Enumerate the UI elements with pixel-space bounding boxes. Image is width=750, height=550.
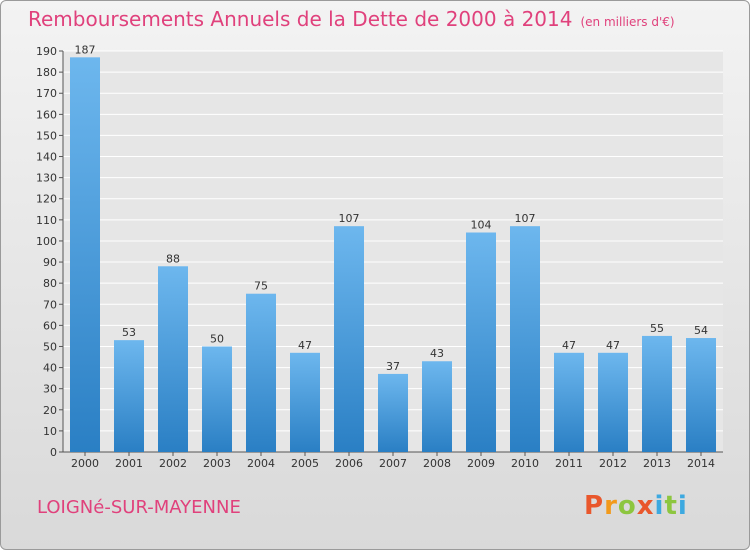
- x-tick-label: 2011: [555, 457, 583, 470]
- y-tick-label: 170: [36, 87, 57, 100]
- logo-letter: t: [664, 491, 678, 521]
- bar: [246, 293, 276, 452]
- bar: [598, 352, 628, 452]
- y-tick-label: 190: [36, 45, 57, 58]
- y-tick-label: 180: [36, 66, 57, 79]
- x-tick-label: 2007: [379, 457, 407, 470]
- bar: [686, 338, 716, 452]
- y-tick-label: 150: [36, 129, 57, 142]
- logo-letter: i: [654, 491, 665, 521]
- bar: [158, 266, 188, 452]
- bar: [202, 346, 232, 452]
- x-tick-label: 2014: [687, 457, 715, 470]
- bar-value-label: 107: [339, 212, 360, 225]
- logo-letter: P: [584, 491, 605, 521]
- bar-value-label: 50: [210, 332, 224, 345]
- x-tick-label: 2005: [291, 457, 319, 470]
- y-tick-label: 60: [43, 319, 57, 332]
- bar-value-label: 88: [166, 252, 180, 265]
- bar-value-label: 37: [386, 360, 400, 373]
- bar-value-label: 47: [298, 339, 312, 352]
- x-tick-label: 2000: [71, 457, 99, 470]
- x-tick-label: 2006: [335, 457, 363, 470]
- bar-value-label: 187: [75, 43, 96, 56]
- bar-value-label: 55: [650, 322, 664, 335]
- bar-value-label: 47: [562, 339, 576, 352]
- proxiti-logo: Proxiti: [584, 491, 688, 521]
- y-tick-label: 40: [43, 362, 57, 375]
- y-tick-label: 70: [43, 298, 57, 311]
- y-tick-label: 0: [50, 446, 57, 459]
- bar-value-label: 75: [254, 280, 268, 293]
- chart-unit: (en milliers d'€): [580, 15, 675, 29]
- y-tick-label: 20: [43, 404, 57, 417]
- x-tick-label: 2003: [203, 457, 231, 470]
- y-tick-label: 10: [43, 425, 57, 438]
- x-tick-label: 2008: [423, 457, 451, 470]
- x-tick-label: 2009: [467, 457, 495, 470]
- bar: [378, 373, 408, 452]
- bar-value-label: 54: [694, 324, 708, 337]
- y-tick-label: 140: [36, 151, 57, 164]
- y-tick-label: 80: [43, 277, 57, 290]
- x-tick-label: 2012: [599, 457, 627, 470]
- y-tick-label: 30: [43, 383, 57, 396]
- y-tick-label: 130: [36, 172, 57, 185]
- logo-letter: x: [636, 491, 655, 521]
- bar: [642, 335, 672, 452]
- bar-value-label: 107: [515, 212, 536, 225]
- chart-title-text: Remboursements Annuels de la Dette de 20…: [28, 7, 573, 31]
- bar-value-label: 43: [430, 347, 444, 360]
- y-tick-label: 160: [36, 108, 57, 121]
- bar-value-label: 104: [471, 219, 492, 232]
- logo-letter: r: [604, 491, 618, 521]
- x-tick-label: 2004: [247, 457, 275, 470]
- logo-letter: i: [677, 491, 688, 521]
- bar: [466, 232, 496, 452]
- x-tick-label: 2010: [511, 457, 539, 470]
- bar-value-label: 47: [606, 339, 620, 352]
- bar: [290, 352, 320, 452]
- x-tick-label: 2002: [159, 457, 187, 470]
- bar: [114, 340, 144, 452]
- bar: [422, 361, 452, 452]
- logo-letter: o: [617, 491, 637, 521]
- commune-name: LOIGNé-SUR-MAYENNE: [37, 497, 241, 518]
- y-tick-label: 110: [36, 214, 57, 227]
- bar: [334, 226, 364, 452]
- chart-title: Remboursements Annuels de la Dette de 20…: [28, 7, 675, 31]
- y-tick-label: 120: [36, 193, 57, 206]
- y-tick-label: 90: [43, 256, 57, 269]
- bar: [510, 226, 540, 452]
- bar: [554, 352, 584, 452]
- bar: [70, 57, 100, 453]
- y-tick-label: 100: [36, 235, 57, 248]
- y-tick-label: 50: [43, 340, 57, 353]
- bar-value-label: 53: [122, 326, 136, 339]
- x-tick-label: 2001: [115, 457, 143, 470]
- x-tick-label: 2013: [643, 457, 671, 470]
